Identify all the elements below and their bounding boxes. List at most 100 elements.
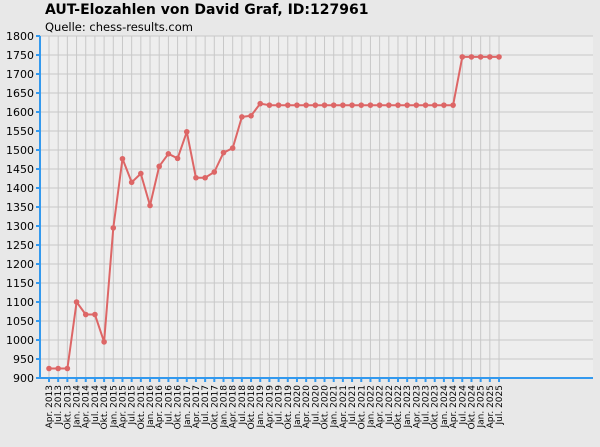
data-point xyxy=(487,54,493,60)
x-tick-label: Apr. 2025 xyxy=(486,385,496,428)
data-point xyxy=(477,54,484,60)
data-point xyxy=(431,102,438,108)
x-tick-label: Jan. 2018 xyxy=(219,385,229,429)
data-point xyxy=(367,102,374,108)
x-tick-label: Okt. 2014 xyxy=(100,385,110,430)
x-tick-label: Okt. 2021 xyxy=(357,385,367,429)
x-tick-label: Jan. 2025 xyxy=(477,385,487,429)
data-point xyxy=(459,54,466,60)
x-tick-label: Jul. 2016 xyxy=(164,385,174,426)
data-point xyxy=(321,102,328,108)
data-point xyxy=(55,365,61,372)
y-tick-label: 1400 xyxy=(6,182,34,195)
data-point xyxy=(101,339,107,345)
y-tick-label: 1300 xyxy=(6,220,34,233)
x-tick-label: Jan. 2023 xyxy=(403,385,413,429)
x-tick-label: Jan. 2017 xyxy=(183,385,193,429)
data-point xyxy=(110,225,117,231)
x-tick-label: Apr. 2022 xyxy=(376,385,386,428)
y-tick-label: 1000 xyxy=(6,334,34,347)
x-tick-label: Okt. 2018 xyxy=(247,385,257,430)
x-tick-label: Jan. 2024 xyxy=(440,385,450,429)
data-point xyxy=(450,102,456,108)
x-tick-label: Jan. 2016 xyxy=(146,385,156,429)
y-tick-label: 1450 xyxy=(6,163,34,176)
x-tick-label: Jul. 2020 xyxy=(311,385,321,426)
data-point xyxy=(138,170,144,177)
y-tick-label: 1600 xyxy=(6,106,34,119)
data-point xyxy=(92,311,98,318)
y-tick-label: 1100 xyxy=(6,296,34,309)
x-tick-label: Jan. 2014 xyxy=(73,385,83,429)
x-tick-label: Jul. 2014 xyxy=(91,385,101,426)
data-point xyxy=(183,128,190,135)
x-tick-label: Jul. 2025 xyxy=(495,385,505,426)
x-tick-label: Jul. 2019 xyxy=(275,385,285,426)
data-point xyxy=(239,114,245,120)
data-point xyxy=(165,151,172,157)
data-point xyxy=(441,102,447,108)
y-tick-label: 1500 xyxy=(6,144,34,157)
data-point xyxy=(64,365,71,372)
x-tick-label: Okt. 2023 xyxy=(431,385,441,429)
x-tick-label: Jul. 2018 xyxy=(238,385,248,426)
x-tick-label: Jul. 2021 xyxy=(348,385,358,426)
x-tick-label: Jan. 2020 xyxy=(293,385,303,429)
x-tick-label: Apr. 2014 xyxy=(82,385,92,429)
x-tick-label: Okt. 2016 xyxy=(174,385,184,430)
data-point xyxy=(340,102,346,108)
y-tick-label: 1800 xyxy=(6,30,34,43)
x-tick-label: Okt. 2013 xyxy=(63,385,73,429)
data-point xyxy=(395,102,401,108)
data-point xyxy=(147,202,153,209)
x-tick-label: Jul. 2023 xyxy=(422,385,432,426)
y-tick-label: 1700 xyxy=(6,68,34,81)
data-point xyxy=(422,102,429,108)
chart-title: AUT-Elozahlen von David Graf, ID:127961 xyxy=(45,2,369,18)
data-point xyxy=(468,54,475,60)
data-point xyxy=(330,102,337,108)
x-tick-label: Apr. 2016 xyxy=(155,385,165,429)
x-tick-label: Apr. 2015 xyxy=(118,385,128,428)
data-point xyxy=(386,102,392,108)
data-point xyxy=(156,163,163,170)
x-tick-label: Apr. 2017 xyxy=(192,385,202,428)
data-point xyxy=(294,102,300,108)
data-point xyxy=(284,102,291,108)
x-tick-label: Okt. 2022 xyxy=(394,385,404,429)
x-tick-label: Apr. 2023 xyxy=(412,385,422,428)
x-tick-label: Jan. 2019 xyxy=(256,385,266,429)
data-point xyxy=(303,102,309,108)
y-tick-label: 1550 xyxy=(6,125,34,138)
data-point xyxy=(413,102,420,108)
x-tick-label: Jul. 2017 xyxy=(201,385,211,426)
x-tick-label: Jul. 2024 xyxy=(458,385,468,426)
y-tick-label: 950 xyxy=(13,353,34,366)
data-point xyxy=(202,174,208,181)
data-point xyxy=(496,54,502,60)
data-point xyxy=(229,145,236,151)
data-point xyxy=(266,102,273,108)
data-point xyxy=(349,102,355,108)
x-tick-label: Jul. 2015 xyxy=(128,385,138,426)
y-tick-label: 1050 xyxy=(6,315,34,328)
data-point xyxy=(404,102,410,108)
y-tick-label: 1750 xyxy=(6,49,34,62)
data-point xyxy=(211,169,218,175)
data-point xyxy=(220,149,227,156)
data-point xyxy=(128,179,135,186)
x-tick-label: Apr. 2020 xyxy=(302,385,312,429)
y-tick-label: 1200 xyxy=(6,258,34,271)
data-point xyxy=(312,102,319,108)
x-tick-label: Jan. 2022 xyxy=(366,385,376,429)
x-tick-label: Jul. 2022 xyxy=(385,385,395,426)
y-tick-label: 900 xyxy=(13,372,34,385)
data-point xyxy=(248,113,254,119)
x-tick-label: Apr. 2013 xyxy=(45,385,55,428)
y-tick-label: 1250 xyxy=(6,239,34,252)
data-point xyxy=(275,102,282,108)
y-tick-label: 1150 xyxy=(6,277,34,290)
x-tick-label: Okt. 2017 xyxy=(210,385,220,429)
